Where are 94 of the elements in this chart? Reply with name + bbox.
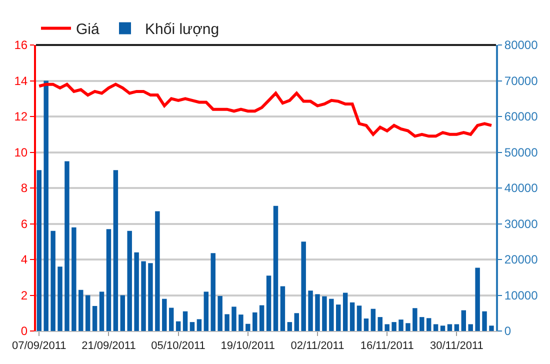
y-tick-label: 12	[14, 110, 28, 124]
bar	[420, 317, 424, 331]
bar	[162, 298, 167, 331]
y-tick-label: 10	[14, 145, 28, 160]
bar	[440, 326, 446, 331]
bar	[433, 324, 438, 331]
bar	[50, 230, 56, 331]
bar	[148, 263, 153, 331]
bar	[356, 306, 362, 331]
bar	[294, 313, 299, 331]
bar	[36, 170, 42, 331]
bar	[392, 322, 396, 331]
y-tick-label: 14	[14, 74, 28, 88]
bar	[398, 320, 404, 331]
bar	[378, 317, 382, 331]
legend-label: Giá	[76, 21, 100, 38]
y-tick-label: 16	[14, 38, 28, 52]
bar	[461, 310, 466, 331]
bar	[489, 326, 494, 331]
bar	[155, 211, 160, 331]
bar	[426, 318, 432, 331]
bar	[280, 286, 286, 331]
bar	[210, 253, 216, 331]
y2-tick-label: 0	[504, 324, 512, 338]
bar	[190, 322, 195, 331]
bar	[342, 292, 348, 331]
bar	[85, 295, 90, 331]
y-tick-label: 6	[20, 216, 28, 231]
bar	[196, 319, 202, 331]
x-tick-label: 07/09/2011	[12, 340, 66, 352]
bar	[454, 324, 460, 331]
bar	[127, 230, 132, 331]
bar	[134, 252, 139, 331]
bar	[99, 292, 104, 331]
bar	[287, 322, 292, 331]
bar	[58, 266, 62, 331]
y2-tick-label: 50000	[504, 145, 538, 160]
bar	[44, 80, 48, 331]
bar	[384, 324, 390, 331]
x-tick-label: 05/10/2011	[151, 340, 206, 352]
bar	[246, 324, 250, 331]
y2-tick-label: 30000	[504, 216, 538, 231]
y2-tick-label: 60000	[504, 110, 538, 124]
x-tick-label: 19/10/2011	[220, 340, 276, 352]
bar	[176, 321, 181, 331]
bar	[168, 308, 174, 331]
y2-tick-label: 10000	[504, 288, 538, 302]
bar	[475, 268, 480, 331]
y-tick-label: 4	[20, 252, 28, 267]
y-tick-label: 8	[20, 181, 28, 196]
bar	[266, 276, 272, 331]
bar	[308, 290, 313, 331]
bar	[259, 305, 264, 331]
bar	[204, 292, 209, 331]
y2-tick-label: 80000	[504, 38, 538, 52]
bar	[322, 296, 327, 331]
bar	[218, 296, 222, 331]
bar	[238, 314, 244, 331]
y2-tick-label: 40000	[504, 181, 538, 196]
bar	[113, 170, 118, 331]
bar	[412, 308, 418, 331]
bar	[78, 290, 84, 331]
bar	[406, 323, 410, 331]
bar	[350, 302, 355, 331]
bar	[252, 312, 258, 331]
x-tick-label: 30/11/2011	[430, 340, 484, 352]
bar	[468, 324, 473, 331]
bar	[315, 294, 320, 331]
bar	[336, 304, 341, 331]
y2-tick-label: 20000	[504, 252, 538, 267]
bar	[482, 311, 487, 331]
bar	[106, 229, 112, 331]
bar	[120, 295, 126, 331]
bar	[329, 298, 334, 331]
bar	[64, 161, 70, 331]
bar	[232, 306, 236, 331]
x-tick-label: 02/11/2011	[290, 340, 344, 352]
line-series	[38, 82, 493, 138]
bar	[364, 318, 369, 331]
x-tick-label: 16/11/2011	[360, 340, 414, 352]
bar	[301, 242, 306, 331]
bar	[370, 308, 376, 331]
y-tick-label: 2	[20, 288, 28, 302]
bar	[182, 311, 188, 331]
y-tick-label: 0	[20, 324, 28, 338]
legend-label: Khối lượng	[145, 21, 220, 38]
y2-tick-label: 70000	[504, 74, 538, 88]
bar	[92, 306, 98, 331]
bar	[447, 324, 452, 331]
bar	[273, 206, 278, 331]
bar	[224, 314, 230, 331]
x-tick-label: 21/09/2011	[82, 340, 136, 352]
bar	[72, 227, 76, 331]
bar	[141, 261, 146, 331]
